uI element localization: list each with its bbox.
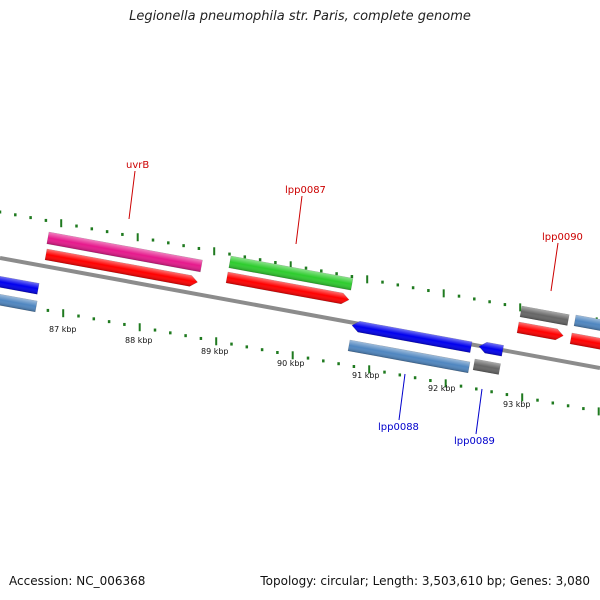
- axis-label-89: 89 kbp: [201, 347, 229, 356]
- accession-text: Accession: NC_006368: [9, 574, 146, 588]
- feature-red-2: [225, 271, 350, 305]
- feature-blue-lpp0088: [351, 321, 473, 353]
- label-leaders: [128, 170, 559, 435]
- uvrb-leader: [128, 170, 136, 220]
- lpp0087-leader: [295, 195, 303, 245]
- axis-label-87: 87 kbp: [49, 325, 77, 334]
- feature-steelblue-right: [573, 314, 600, 334]
- feature-red-1: [44, 248, 198, 287]
- gene-label-lpp0087: lpp0087: [285, 185, 326, 196]
- feature-gray-lpp0089: [472, 358, 501, 375]
- genome-summary-text: Topology: circular; Length: 3,503,610 bp…: [260, 574, 590, 588]
- feature-red-right: [569, 332, 600, 351]
- gene-label-lpp0088: lpp0088: [378, 422, 419, 433]
- lpp0089-leader: [475, 388, 483, 435]
- gene-label-lpp0089: lpp0089: [454, 436, 495, 447]
- gene-features: [0, 231, 600, 375]
- feature-blue-left: [0, 273, 40, 295]
- feature-green-lpp0087: [228, 255, 354, 291]
- tick-marks-bottom: [0, 300, 600, 416]
- feature-blue-small: [478, 342, 504, 357]
- axis-label-92: 92 kbp: [428, 384, 456, 393]
- feature-red-3: [516, 321, 564, 341]
- feature-pink-uvrb: [46, 231, 203, 273]
- lpp0088-leader: [398, 373, 406, 421]
- axis-label-88: 88 kbp: [125, 336, 153, 345]
- feature-steelblue-lpp0088: [347, 339, 471, 374]
- axis-label-90: 90 kbp: [277, 359, 305, 368]
- map-title: Legionella pneumophila str. Paris, compl…: [129, 9, 471, 24]
- gene-label-uvrb: uvrB: [126, 160, 149, 171]
- lpp0090-leader: [550, 242, 559, 292]
- feature-gray-lpp0090: [519, 305, 570, 326]
- gene-label-lpp0090: lpp0090: [542, 232, 583, 243]
- axis-label-93: 93 kbp: [503, 400, 531, 409]
- axis-label-91: 91 kbp: [352, 371, 380, 380]
- feature-steelblue-left: [0, 291, 38, 313]
